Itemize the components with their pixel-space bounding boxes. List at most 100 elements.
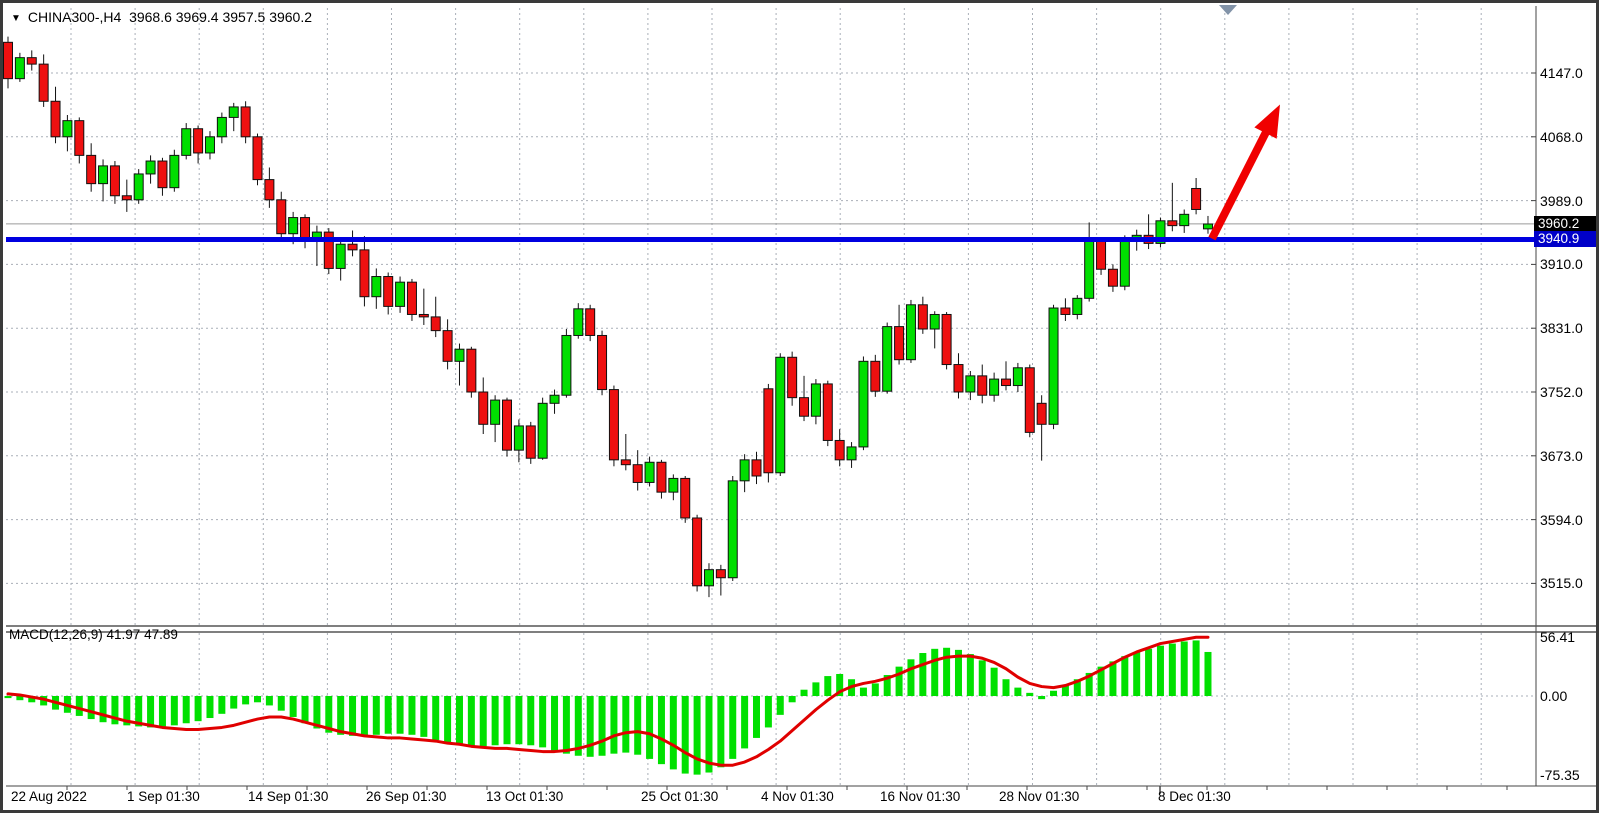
macd-histogram-bar: [170, 696, 178, 726]
macd-histogram-bar: [966, 654, 974, 696]
candle-body: [882, 326, 893, 392]
time-axis-label: 4 Nov 01:30: [761, 789, 834, 804]
macd-histogram-bar: [1073, 679, 1081, 696]
macd-histogram-bar: [907, 659, 915, 696]
candle-body: [347, 243, 358, 251]
macd-histogram-bar: [491, 696, 499, 746]
macd-histogram-bar: [681, 696, 689, 774]
macd-histogram-bar: [99, 696, 107, 723]
time-axis-label: 8 Dec 01:30: [1158, 789, 1231, 804]
macd-histogram-bar: [883, 675, 891, 696]
candle-body: [787, 356, 798, 399]
candle-body: [323, 231, 334, 269]
candle-body: [763, 388, 774, 474]
candle-body: [703, 569, 714, 587]
macd-histogram-bar: [301, 696, 309, 724]
trend-arrow-shaft[interactable]: [1208, 125, 1272, 241]
candle-body: [1024, 367, 1035, 433]
macd-histogram-bar: [455, 696, 463, 746]
macd-histogram-bar: [4, 696, 12, 699]
macd-histogram-bar: [1204, 651, 1212, 696]
macd-histogram-bar: [432, 696, 440, 741]
macd-histogram-bar: [40, 696, 48, 706]
price-axis-label: 3752.0: [1540, 384, 1583, 400]
macd-histogram-bar: [669, 696, 677, 770]
candle-body: [228, 106, 239, 118]
candle-body: [1179, 213, 1190, 227]
macd-histogram-bar: [325, 696, 333, 733]
macd-indicator-label: MACD(12,26,9) 41.97 47.89: [9, 627, 178, 642]
candle-body: [26, 57, 37, 65]
macd-histogram-bar: [931, 648, 939, 696]
macd-histogram-bar: [408, 696, 416, 735]
macd-histogram-bar: [396, 696, 404, 734]
time-axis-label: 14 Sep 01:30: [248, 789, 329, 804]
candle-body: [204, 136, 215, 154]
candle-body: [620, 459, 631, 466]
candle-body: [395, 281, 406, 307]
candle-body: [585, 308, 596, 336]
macd-histogram-bar: [788, 696, 796, 703]
candle-body: [905, 304, 916, 361]
price-axis-label: 3515.0: [1540, 575, 1583, 592]
candle-body: [1107, 268, 1118, 287]
trend-arrow-head[interactable]: [1254, 104, 1280, 139]
macd-histogram-bar: [182, 696, 190, 724]
candle-body: [466, 348, 477, 393]
macd-histogram-bar: [753, 696, 761, 738]
time-axis-label: 28 Nov 01:30: [999, 789, 1080, 804]
candle-body: [680, 477, 691, 519]
candle-body: [799, 397, 810, 417]
candle-body: [383, 276, 394, 307]
macd-histogram-bar: [1156, 645, 1164, 696]
macd-histogram-bar: [859, 687, 867, 696]
candle-body: [644, 461, 655, 483]
macd-histogram-bar: [111, 696, 119, 725]
chart-canvas[interactable]: [3, 3, 1599, 813]
macd-histogram-bar: [562, 696, 570, 754]
candle-body: [240, 106, 251, 138]
candle-body: [1155, 220, 1166, 244]
macd-histogram-bar: [1050, 690, 1058, 696]
macd-histogram-bar: [610, 696, 618, 754]
price-axis-label: 3594.0: [1540, 511, 1583, 528]
macd-histogram-bar: [147, 696, 155, 728]
macd-histogram-bar: [824, 676, 832, 696]
macd-histogram-bar: [135, 696, 143, 727]
candle-body: [1202, 223, 1213, 230]
macd-histogram-bar: [265, 696, 273, 706]
time-axis-label: 26 Sep 01:30: [366, 789, 447, 804]
candle-body: [442, 330, 453, 362]
macd-histogram-bar: [444, 696, 452, 744]
macd-axis-label: -75.35: [1540, 766, 1580, 783]
macd-histogram-bar: [895, 666, 903, 696]
candle-body: [121, 195, 132, 201]
price-axis-label: 4068.0: [1540, 128, 1583, 145]
chart-shift-marker[interactable]: [1219, 5, 1237, 15]
candle-body: [193, 128, 204, 154]
macd-histogram-bar: [657, 696, 665, 765]
macd-histogram-bar: [527, 696, 535, 746]
candle-body: [513, 425, 524, 451]
macd-signal-line: [6, 635, 1210, 767]
price-axis-label: 3673.0: [1540, 447, 1583, 464]
price-axis-label: 3831.0: [1540, 320, 1583, 337]
macd-histogram-bar: [1180, 641, 1188, 696]
macd-histogram-bar: [693, 696, 701, 775]
macd-histogram-bar: [515, 696, 523, 745]
macd-histogram-bar: [1168, 643, 1176, 696]
macd-histogram-bar: [206, 696, 214, 719]
symbol-dropdown-icon[interactable]: ▼: [11, 13, 21, 24]
time-axis-label: 13 Oct 01:30: [486, 789, 564, 804]
macd-histogram-bar: [87, 696, 95, 720]
macd-histogram-bar: [479, 696, 487, 747]
candle-body: [549, 394, 560, 404]
candle-body: [1036, 402, 1047, 425]
candle-body: [858, 360, 869, 448]
candle-body: [929, 313, 940, 330]
candle-body: [478, 391, 489, 425]
candle-body: [810, 383, 821, 417]
candle-body: [133, 173, 144, 201]
macd-histogram-bar: [954, 649, 962, 696]
candle-body: [1012, 367, 1023, 387]
